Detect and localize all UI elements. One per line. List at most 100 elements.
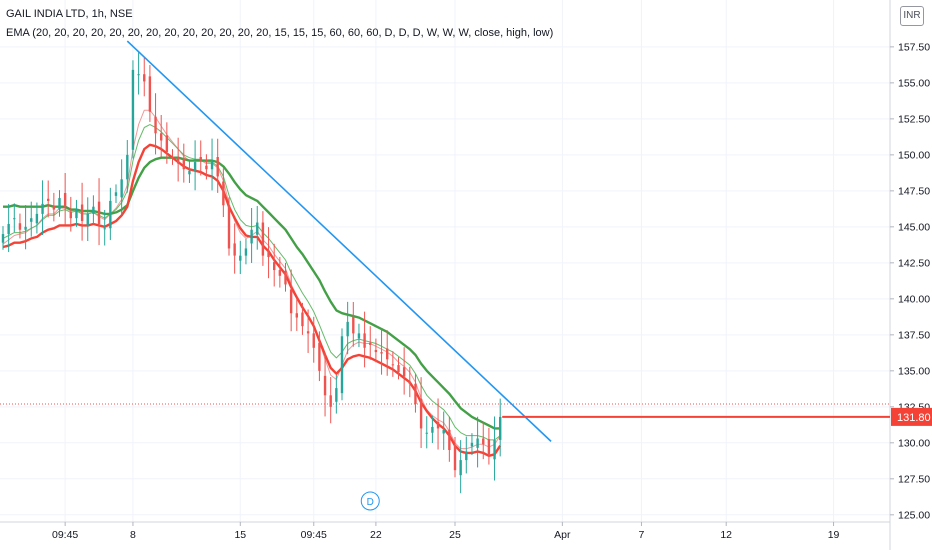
candle-body[interactable] [261,222,265,256]
candle-body[interactable] [284,270,287,285]
candle-body[interactable] [188,170,191,175]
time-tick-label: 09:45 [52,529,78,541]
candle-body[interactable] [52,205,56,210]
candle-body[interactable] [493,439,496,460]
candle-body[interactable] [24,226,27,230]
candle-body[interactable] [126,154,129,180]
candle-body[interactable] [369,342,372,345]
candle-body[interactable] [465,451,468,461]
candle-body[interactable] [267,250,270,258]
candle-body[interactable] [148,76,152,112]
candle-body[interactable] [386,348,389,360]
candle-body[interactable] [459,460,462,476]
candle-body[interactable] [63,193,67,207]
candle-body[interactable] [182,158,185,170]
candle-body[interactable] [448,429,451,451]
dividend-marker-circle[interactable] [360,491,380,511]
candle-body[interactable] [58,198,61,210]
candle-body[interactable] [154,116,157,134]
candle-body[interactable] [30,218,33,222]
candle-body[interactable] [312,333,315,348]
candle-body[interactable] [216,157,219,177]
candle-body[interactable] [346,321,349,337]
candle-body[interactable] [318,342,321,371]
candle-body[interactable] [47,198,50,201]
candle-body[interactable] [391,364,395,366]
candle-body[interactable] [165,135,169,152]
candle-body[interactable] [397,365,400,373]
candle-body[interactable] [227,205,231,249]
candle-body[interactable] [120,179,123,198]
candle-body[interactable] [109,200,112,229]
downtrend-line[interactable] [126,40,552,442]
candle-body[interactable] [273,262,276,271]
candle-body[interactable] [363,333,366,348]
candle-body[interactable] [289,289,293,314]
candle-body[interactable] [199,157,202,161]
candle-body[interactable] [92,206,95,214]
candle-body[interactable] [205,165,208,170]
candle-body[interactable] [323,375,327,396]
candle-body[interactable] [131,69,135,150]
ema-legend[interactable]: EMA (20, 20, 20, 20, 20, 20, 20, 20, 20,… [6,27,554,39]
candle-body[interactable] [80,204,84,222]
candle-body[interactable] [97,201,101,224]
candle-body[interactable] [114,192,118,196]
trendline[interactable] [126,40,552,442]
candle-body[interactable] [329,395,332,407]
candle-body[interactable] [408,381,411,384]
candle-body[interactable] [499,416,502,440]
candle-body[interactable] [402,367,406,377]
candle-body[interactable] [352,316,355,334]
candle-body[interactable] [171,157,174,159]
candle-body[interactable] [374,349,378,353]
candle-body[interactable] [470,442,474,447]
candle-body[interactable] [431,426,434,433]
candle-body[interactable] [13,218,16,220]
candle-body[interactable] [210,162,214,170]
candle-body[interactable] [176,157,180,164]
candle-body[interactable] [453,444,457,471]
candle-body[interactable] [160,133,163,141]
candle-body[interactable] [143,74,146,82]
candle-body[interactable] [137,74,140,76]
candle-body[interactable] [222,181,225,206]
candle-body[interactable] [278,270,282,276]
candle-body[interactable] [250,229,253,244]
candle-body[interactable] [35,213,39,224]
candle-body[interactable] [75,209,78,219]
candle-body[interactable] [18,223,22,230]
candle-body[interactable] [419,398,423,429]
candle-body[interactable] [380,352,383,354]
candle-body[interactable] [476,438,479,448]
candle-body[interactable] [256,222,259,235]
candle-body[interactable] [239,255,242,261]
candle-body[interactable] [244,248,248,256]
symbol-legend[interactable]: GAIL INDIA LTD, 1h, NSE [6,8,133,20]
candle-body[interactable] [1,234,5,243]
candle-body[interactable] [41,203,44,214]
candle-body[interactable] [7,223,10,235]
dividend-marker[interactable]: D [360,491,380,511]
candle-body[interactable] [233,243,236,256]
candle-body[interactable] [301,312,304,327]
currency-badge[interactable]: INR [900,6,924,26]
candle-body[interactable] [193,162,197,171]
candle-body[interactable] [357,333,361,339]
candle-body[interactable] [69,211,72,219]
candle-body[interactable] [86,213,89,227]
candle-body[interactable] [425,432,428,434]
candle-body[interactable] [436,421,440,429]
candle-body[interactable] [306,331,310,334]
candle-body[interactable] [295,313,298,318]
candles[interactable] [1,52,502,494]
candle-body[interactable] [103,228,106,230]
candle-body[interactable] [482,438,485,445]
candle-body[interactable] [487,439,491,455]
candle-body[interactable] [414,383,417,404]
candle-body[interactable] [442,429,445,434]
candle-body[interactable] [340,336,344,394]
candle-body[interactable] [335,388,338,402]
